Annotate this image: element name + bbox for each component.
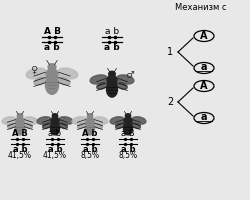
Ellipse shape — [51, 117, 59, 126]
Ellipse shape — [8, 123, 16, 129]
Ellipse shape — [59, 117, 73, 124]
Text: 41,5%: 41,5% — [8, 151, 32, 160]
Text: a b: a b — [121, 145, 135, 154]
Ellipse shape — [72, 117, 86, 124]
Text: 2: 2 — [167, 97, 173, 107]
Ellipse shape — [107, 75, 117, 86]
Ellipse shape — [117, 83, 127, 89]
Ellipse shape — [24, 123, 32, 129]
Text: a b: a b — [105, 27, 119, 36]
Ellipse shape — [94, 117, 108, 124]
Ellipse shape — [26, 68, 47, 79]
Text: 8,5%: 8,5% — [118, 151, 138, 160]
Text: a b: a b — [48, 145, 62, 154]
Ellipse shape — [109, 71, 115, 77]
Text: A b: A b — [82, 129, 98, 138]
Ellipse shape — [90, 75, 108, 84]
Text: A: A — [200, 81, 208, 91]
Text: a b: a b — [48, 129, 62, 138]
Ellipse shape — [46, 68, 58, 81]
Text: a b: a b — [104, 43, 120, 52]
Text: a b: a b — [13, 145, 27, 154]
Ellipse shape — [37, 117, 51, 124]
Text: A B: A B — [12, 129, 28, 138]
Ellipse shape — [2, 117, 16, 124]
Text: a B: a B — [121, 129, 135, 138]
Text: a: a — [201, 62, 207, 72]
Text: ♀: ♀ — [30, 65, 38, 75]
Text: a: a — [201, 112, 207, 122]
Ellipse shape — [24, 117, 38, 124]
Text: A B: A B — [44, 27, 60, 36]
Ellipse shape — [125, 114, 131, 118]
Ellipse shape — [87, 114, 93, 118]
Ellipse shape — [110, 117, 124, 124]
Ellipse shape — [58, 78, 70, 85]
Ellipse shape — [86, 117, 94, 126]
Ellipse shape — [16, 117, 24, 126]
Ellipse shape — [52, 114, 58, 118]
Ellipse shape — [78, 123, 86, 129]
Ellipse shape — [16, 122, 24, 135]
Text: A: A — [200, 31, 208, 41]
Ellipse shape — [59, 123, 68, 129]
Text: Механизм с: Механизм с — [175, 3, 227, 12]
Ellipse shape — [50, 122, 59, 135]
Ellipse shape — [86, 122, 94, 135]
Ellipse shape — [116, 75, 134, 84]
Ellipse shape — [57, 68, 78, 79]
Ellipse shape — [42, 123, 51, 129]
Text: ♂: ♂ — [126, 70, 134, 80]
Ellipse shape — [106, 82, 118, 97]
Ellipse shape — [46, 76, 59, 94]
Text: a b: a b — [83, 145, 97, 154]
Ellipse shape — [132, 117, 146, 124]
Ellipse shape — [116, 123, 124, 129]
Ellipse shape — [34, 78, 46, 85]
Ellipse shape — [132, 123, 140, 129]
Text: 1: 1 — [167, 47, 173, 57]
Ellipse shape — [94, 123, 102, 129]
Ellipse shape — [17, 114, 23, 118]
Ellipse shape — [124, 117, 132, 126]
Ellipse shape — [48, 64, 56, 70]
Text: 41,5%: 41,5% — [43, 151, 67, 160]
Ellipse shape — [124, 122, 132, 135]
Text: 8,5%: 8,5% — [80, 151, 100, 160]
Text: a b: a b — [44, 43, 60, 52]
Ellipse shape — [97, 83, 107, 89]
